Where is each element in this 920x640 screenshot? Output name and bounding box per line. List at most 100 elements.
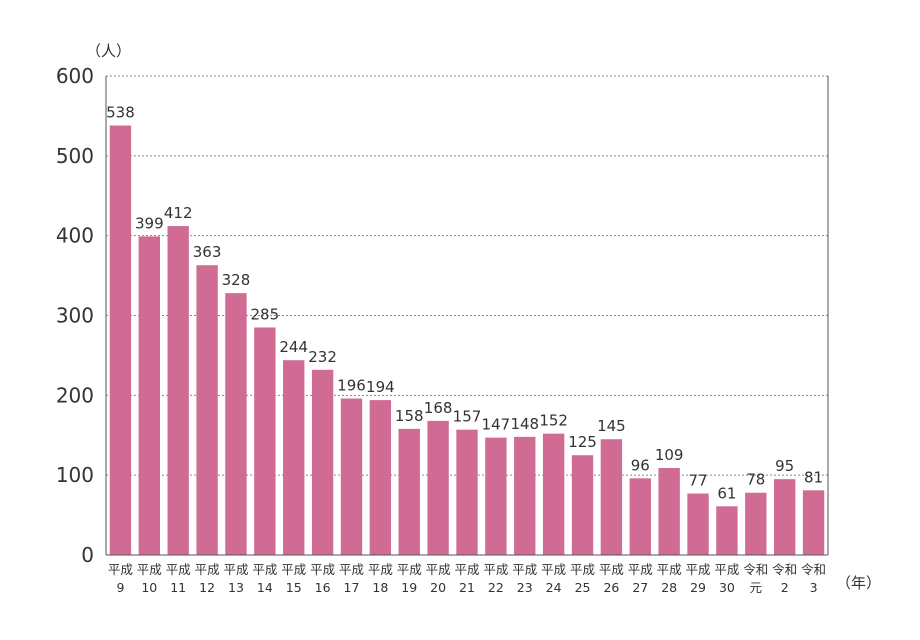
data-label-22: 78 [746, 471, 765, 489]
x-tick-label-line1-14: 平成 [512, 562, 537, 577]
data-label-7: 232 [308, 348, 337, 366]
bars [109, 125, 825, 555]
x-tick-label-line2-23: 2 [781, 580, 789, 595]
data-label-19: 109 [655, 446, 684, 464]
data-label-8: 196 [337, 377, 366, 395]
x-tick-label-line2-7: 16 [315, 580, 331, 595]
x-tick-label-line1-1: 平成 [137, 562, 162, 577]
x-tick-label-line1-15: 平成 [541, 562, 566, 577]
x-tick-label-line1-21: 平成 [714, 562, 739, 577]
x-tick-label-line1-19: 平成 [657, 562, 682, 577]
x-tick-label-line2-19: 28 [661, 580, 677, 595]
x-tick-label-line1-4: 平成 [223, 562, 248, 577]
bar-19 [658, 467, 680, 555]
y-tick-label-600: 600 [56, 64, 94, 88]
data-label-17: 145 [597, 417, 626, 435]
data-label-20: 77 [688, 472, 707, 490]
x-tick-label-line2-2: 11 [170, 580, 186, 595]
bar-10 [398, 428, 420, 555]
data-label-14: 148 [510, 415, 539, 433]
y-axis-unit: （人） [86, 42, 131, 60]
x-tick-label-line1-16: 平成 [570, 562, 595, 577]
x-tick-label-line2-15: 24 [546, 580, 562, 595]
x-tick-label-line1-8: 平成 [339, 562, 364, 577]
x-tick-label-line1-17: 平成 [599, 562, 624, 577]
x-axis-unit: （年） [836, 574, 881, 592]
bar-16 [571, 455, 594, 555]
x-tick-label-line1-5: 平成 [252, 562, 277, 577]
bar-17 [600, 439, 623, 555]
bar-5 [254, 327, 276, 555]
x-tick-label-line2-11: 20 [430, 580, 446, 595]
data-label-16: 125 [568, 433, 597, 451]
x-tick-label-line2-1: 10 [141, 580, 157, 595]
data-label-10: 158 [395, 407, 424, 425]
y-tick-label-200: 200 [56, 383, 94, 407]
axes [105, 76, 829, 556]
bar-18 [629, 478, 651, 555]
bar-3 [196, 265, 218, 555]
bar-4 [225, 293, 247, 555]
bar-11 [427, 420, 449, 555]
x-tick-label-line2-16: 25 [575, 580, 591, 595]
x-tick-label-line2-6: 15 [286, 580, 302, 595]
bar-12 [456, 429, 478, 555]
bar-20 [687, 493, 709, 555]
x-tick-label-line2-17: 26 [603, 580, 619, 595]
data-label-2: 412 [164, 204, 193, 222]
x-tick-label-line1-22: 令和 [743, 562, 768, 577]
data-label-1: 399 [135, 214, 164, 232]
data-label-11: 168 [424, 399, 453, 417]
data-label-9: 194 [366, 378, 395, 396]
x-tick-label-line1-12: 平成 [454, 562, 479, 577]
data-label-21: 61 [717, 484, 736, 502]
x-tick-label-line1-6: 平成 [281, 562, 306, 577]
x-tick-label-line2-3: 12 [199, 580, 215, 595]
x-tick-label-line2-22: 元 [750, 580, 763, 595]
y-tick-label-500: 500 [56, 144, 94, 168]
x-tick-label-line2-0: 9 [116, 580, 124, 595]
bar-23 [773, 479, 796, 555]
bar-22 [745, 492, 767, 555]
x-tick-label-line2-9: 18 [372, 580, 388, 595]
data-label-12: 157 [453, 408, 482, 426]
x-tick-label-line2-21: 30 [719, 580, 735, 595]
x-tick-label-line1-2: 平成 [166, 562, 191, 577]
x-tick-label-line1-20: 平成 [686, 562, 711, 577]
x-tick-label-line2-5: 14 [257, 580, 273, 595]
data-label-13: 147 [482, 416, 511, 434]
data-label-3: 363 [193, 243, 222, 261]
data-label-6: 244 [279, 338, 308, 356]
x-tick-label-line2-14: 23 [517, 580, 533, 595]
bar-15 [542, 433, 565, 555]
bar-24 [802, 490, 825, 555]
x-tick-label-line1-7: 平成 [310, 562, 335, 577]
bar-2 [167, 226, 189, 555]
data-label-5: 285 [251, 305, 280, 323]
bar-21 [716, 506, 738, 555]
labels: 0 100 200 300 400 500 600 538 平成 9 399 平成 10 412 平成 11 3… [56, 64, 826, 595]
bar-6 [283, 360, 305, 555]
bar-9 [369, 400, 392, 555]
x-tick-label-line1-3: 平成 [195, 562, 220, 577]
x-tick-label-line1-9: 平成 [368, 562, 393, 577]
y-tick-label-0: 0 [81, 543, 94, 567]
x-tick-label-line1-0: 平成 [108, 562, 133, 577]
data-label-24: 81 [804, 468, 823, 486]
x-tick-label-line1-18: 平成 [628, 562, 653, 577]
bar-0 [109, 125, 132, 555]
x-tick-label-line2-13: 22 [488, 580, 504, 595]
bar-8 [340, 398, 363, 555]
x-tick-label-line2-24: 3 [810, 580, 818, 595]
data-label-23: 95 [775, 457, 794, 475]
x-tick-label-line1-11: 平成 [426, 562, 451, 577]
data-label-18: 96 [631, 456, 650, 474]
y-tick-label-400: 400 [56, 224, 94, 248]
x-tick-label-line2-18: 27 [632, 580, 648, 595]
x-tick-label-line2-4: 13 [228, 580, 244, 595]
bar-1 [138, 236, 161, 555]
x-tick-label-line2-10: 19 [401, 580, 417, 595]
x-tick-label-line1-10: 平成 [397, 562, 422, 577]
